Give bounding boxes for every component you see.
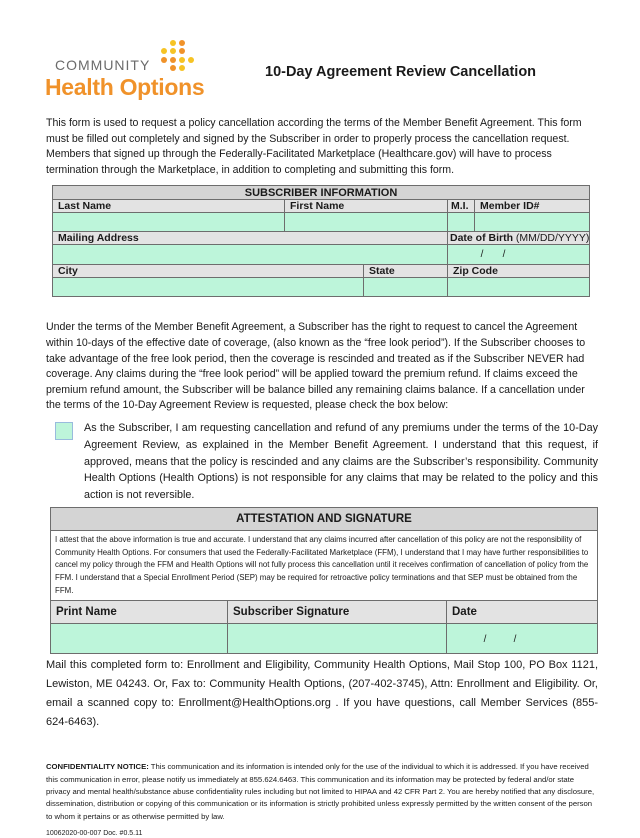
logo-dot (188, 57, 194, 63)
logo-dot (161, 48, 167, 54)
logo-dot (179, 57, 185, 63)
member-id-field[interactable] (473, 212, 591, 233)
state-label: State (363, 264, 448, 279)
date-label: Date (445, 600, 599, 625)
last-name-field[interactable] (52, 212, 285, 233)
dob-label-text: Date of Birth (450, 232, 513, 245)
member-id-label: Member ID# (473, 199, 591, 214)
logo: COMMUNITY Health Options (45, 38, 215, 103)
logo-health-options: Health Options (45, 74, 205, 100)
last-name-label: Last Name (52, 199, 285, 214)
logo-dot (170, 65, 176, 71)
cancellation-checkbox[interactable] (55, 421, 73, 440)
dob-format: (MM/DD/YYYY) (515, 232, 590, 245)
subscriber-information-table: SUBSCRIBER INFORMATION Last Name First N… (51, 185, 591, 298)
attestation-header: ATTESTATION AND SIGNATURE (49, 506, 599, 531)
mi-label: M.I. (447, 199, 475, 214)
date-separator: / (483, 633, 487, 645)
attestation-table: ATTESTATION AND SIGNATURE I attest that … (49, 506, 599, 655)
cancellation-checkbox-row: As the Subscriber, I am requesting cance… (46, 420, 598, 504)
date-field[interactable]: / / (445, 623, 599, 655)
logo-dot (170, 48, 176, 54)
logo-dot (170, 40, 176, 46)
dob-separator: / (480, 248, 484, 260)
dob-field[interactable]: / / (446, 244, 591, 266)
form-body: This form is used to request a policy ca… (46, 116, 599, 838)
dob-separator: / (502, 248, 506, 260)
city-label: City (52, 264, 364, 279)
doc-number: 10062020-00-007 Doc. #0.5.11 (46, 829, 143, 837)
logo-dot (179, 40, 185, 46)
intro-paragraph: This form is used to request a policy ca… (46, 117, 582, 176)
zip-field[interactable] (446, 277, 591, 298)
zip-label: Zip Code (446, 264, 591, 279)
first-name-field[interactable] (284, 212, 448, 233)
print-name-label: Print Name (50, 600, 228, 625)
mailing-address-label: Mailing Address (52, 231, 448, 246)
logo-dot (179, 48, 185, 54)
signature-field[interactable] (227, 623, 447, 655)
checkbox-statement: As the Subscriber, I am requesting cance… (84, 421, 598, 502)
page-title: 10-Day Agreement Review Cancellation (265, 64, 537, 80)
attestation-text: I attest that the above information is t… (49, 529, 599, 602)
dob-label: Date of Birth (MM/DD/YYYY) (446, 231, 591, 246)
logo-dot (161, 57, 167, 63)
logo-dot (179, 65, 185, 71)
confidentiality-label: CONFIDENTIALITY NOTICE: (46, 762, 149, 772)
terms-paragraph: Under the terms of the Member Benefit Ag… (46, 321, 586, 412)
signature-label: Subscriber Signature (227, 600, 447, 625)
first-name-label: First Name (284, 199, 448, 214)
confidentiality-notice: CONFIDENTIALITY NOTICE: This communicati… (46, 761, 598, 822)
state-field[interactable] (363, 277, 448, 298)
logo-dot (170, 57, 176, 63)
confidentiality-text: This communication and its information i… (46, 762, 595, 821)
city-field[interactable] (52, 277, 364, 298)
mailing-address-field[interactable] (52, 244, 448, 266)
print-name-field[interactable] (50, 623, 228, 655)
mi-field[interactable] (447, 212, 475, 233)
mail-instructions: Mail this completed form to: Enrollment … (46, 659, 598, 729)
subscriber-header: SUBSCRIBER INFORMATION (51, 185, 591, 201)
logo-community: COMMUNITY (55, 57, 151, 73)
date-separator: / (513, 633, 517, 645)
